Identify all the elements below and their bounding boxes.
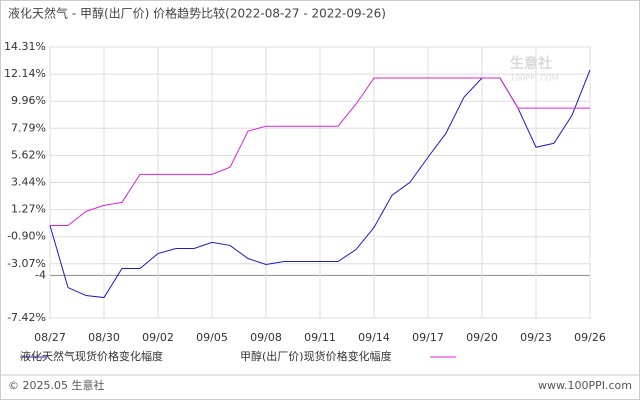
x-tick-label: 09/02 [142,331,174,344]
x-tick-label: 09/05 [196,331,228,344]
x-tick-label: 09/20 [466,331,498,344]
x-tick-label: 09/08 [250,331,282,344]
chart-title: 液化天然气 - 甲醇(出厂价) 价格趋势比较(2022-08-27 - 2022… [8,6,386,21]
y-tick-label: 5.62% [11,148,46,161]
y-tick-label: 7.79% [11,121,46,134]
footer-left: © 2025.05 生意社 [8,378,104,392]
x-tick-label: 09/17 [412,331,444,344]
y-tick-label: 9.96% [11,94,46,107]
legend-label: 液化天然气现货价格变化幅度 [20,349,163,363]
y-tick-label: -0.90% [7,230,46,243]
y-tick-label: -4 [35,268,46,281]
y-tick-label: -3.07% [7,257,46,270]
watermark: 生意社 [510,55,552,72]
legend-label: 甲醇(出厂价)现货价格变化幅度 [240,349,392,363]
x-tick-label: 08/30 [88,331,120,344]
y-tick-label: 1.27% [11,203,46,216]
watermark-sub: 100PPI.COM [510,74,559,83]
x-tick-label: 09/26 [574,331,606,344]
x-tick-label: 08/27 [34,331,66,344]
y-tick-label: 12.14% [4,67,46,80]
x-tick-label: 09/14 [358,331,390,344]
x-tick-label: 09/11 [304,331,336,344]
y-tick-label: -7.42% [7,311,46,324]
series-line [50,77,590,226]
y-tick-label: 14.31% [4,40,46,53]
y-tick-label: 3.44% [11,176,46,189]
footer-right: www.100PPI.com [538,379,632,392]
x-tick-label: 09/23 [520,331,552,344]
